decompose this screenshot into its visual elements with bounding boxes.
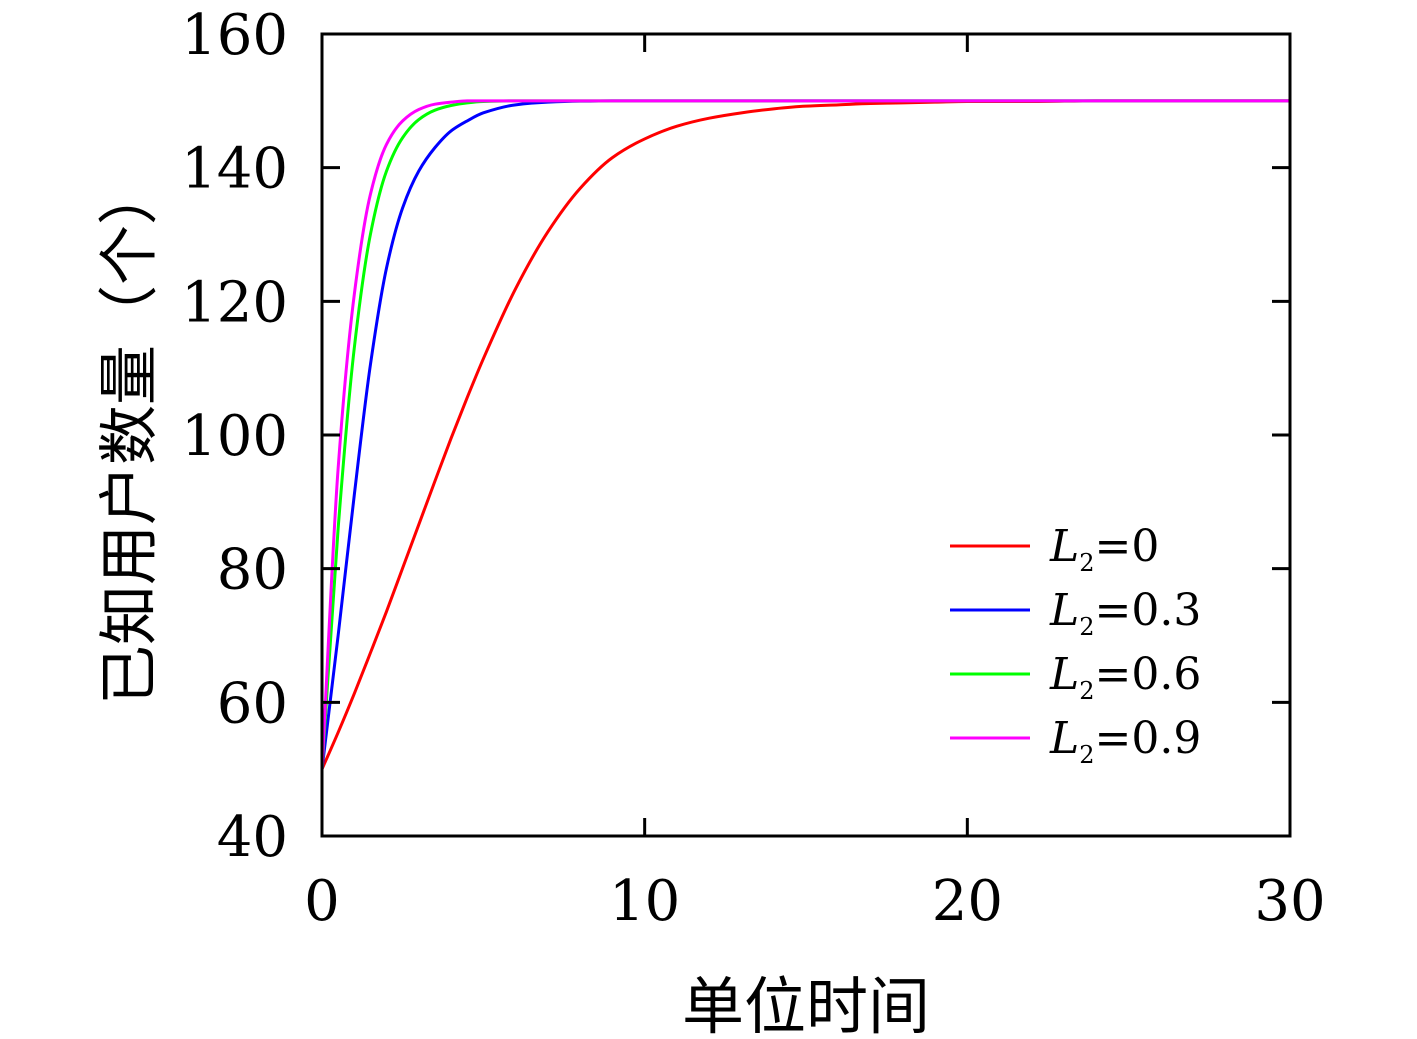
x-tick-label: 10 xyxy=(609,869,680,934)
legend-label: L2=0 xyxy=(1049,521,1159,577)
series-line-3 xyxy=(320,99,1290,770)
x-axis-label: 单位时间 xyxy=(682,970,930,1039)
legend-item: L2=0 xyxy=(950,521,1159,577)
x-tick-label: 0 xyxy=(304,869,340,934)
legend-label-subscript: 2 xyxy=(1079,613,1094,641)
y-axis-label: 已知用户数量（个） xyxy=(95,165,165,705)
legend-label: L2=0.9 xyxy=(1049,713,1201,769)
y-tick-label: 140 xyxy=(181,137,288,202)
y-tick-label: 40 xyxy=(217,805,288,870)
y-tick-label: 60 xyxy=(217,671,288,736)
series-layer xyxy=(320,99,1290,770)
legend: L2=0L2=0.3L2=0.6L2=0.9 xyxy=(950,521,1201,769)
y-tick-label: 120 xyxy=(181,270,288,335)
plot-frame xyxy=(320,32,1292,838)
legend-label-value: =0.3 xyxy=(1095,585,1202,636)
legend-label-subscript: 2 xyxy=(1079,677,1094,705)
legend-label-value: =0.6 xyxy=(1095,649,1202,700)
x-tick-label: 20 xyxy=(932,869,1003,934)
legend-label: L2=0.6 xyxy=(1049,649,1201,705)
x-tick-label: 30 xyxy=(1254,869,1325,934)
legend-label-value: =0.9 xyxy=(1095,713,1202,764)
legend-item: L2=0.6 xyxy=(950,649,1201,705)
legend-item: L2=0.3 xyxy=(950,585,1201,641)
legend-label-subscript: 2 xyxy=(1079,741,1094,769)
legend-label-var: L xyxy=(1049,521,1079,572)
y-tick-label: 100 xyxy=(181,404,288,469)
legend-label-var: L xyxy=(1049,713,1079,764)
ticks-layer: 0 10 20 30 40 60 80 100 120 140 160 xyxy=(181,3,1326,934)
legend-label-subscript: 2 xyxy=(1079,549,1094,577)
legend-label-var: L xyxy=(1049,649,1079,700)
legend-label-var: L xyxy=(1049,585,1079,636)
y-tick-label: 160 xyxy=(181,3,288,68)
y-tick-label: 80 xyxy=(217,538,288,603)
legend-label: L2=0.3 xyxy=(1049,585,1201,641)
legend-label-value: =0 xyxy=(1095,521,1160,572)
legend-item: L2=0.9 xyxy=(950,713,1201,769)
